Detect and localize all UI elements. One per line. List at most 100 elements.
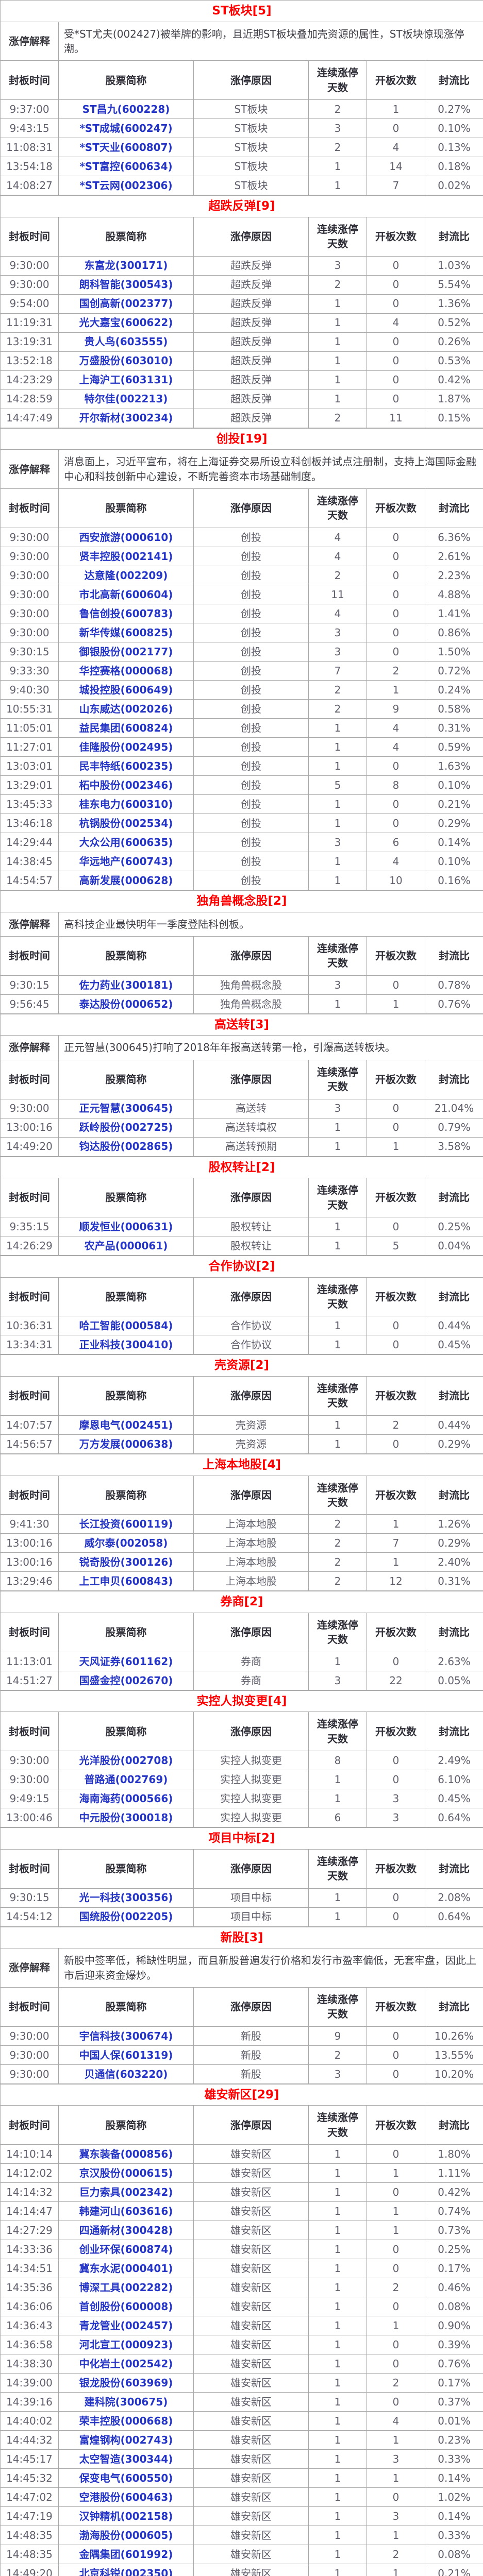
stock-link[interactable]: 长江投资(600119) — [79, 1518, 173, 1531]
stock-link[interactable]: *ST成城(600247) — [79, 122, 173, 135]
stock-link[interactable]: 摩恩电气(002451) — [79, 1418, 173, 1431]
stock-link[interactable]: 四通新材(300428) — [79, 2224, 173, 2237]
stock-link[interactable]: 冀东装备(000856) — [79, 2148, 173, 2161]
stock-link[interactable]: 宇信科技(300674) — [79, 2029, 173, 2042]
stock-link[interactable]: 高新发展(000628) — [79, 874, 173, 887]
stock-link[interactable]: *ST富控(600634) — [79, 160, 173, 173]
cell-reason: 股权转让 — [193, 1216, 309, 1236]
stock-link[interactable]: 汉钟精机(002158) — [79, 2510, 173, 2523]
stock-link[interactable]: 首创股份(600008) — [79, 2300, 173, 2313]
cell-open-count: 0 — [367, 1434, 425, 1454]
stock-link[interactable]: 国盛金控(002670) — [79, 1674, 173, 1687]
column-header-row: 封板时间 股票简称 涨停原因 连续涨停 天数 开板次数 封流比 — [0, 1277, 483, 1317]
stock-link[interactable]: 博深工具(002282) — [79, 2281, 173, 2294]
cell-seal-time: 14:12:02 — [0, 2163, 59, 2183]
stock-link[interactable]: 益民集团(600824) — [79, 721, 173, 734]
stock-link[interactable]: 建科院(300675) — [84, 2396, 168, 2409]
stock-link[interactable]: 钧达股份(002865) — [79, 1140, 173, 1153]
stock-link[interactable]: 光大嘉宝(600622) — [79, 316, 173, 329]
stock-link[interactable]: 太空智造(300344) — [79, 2453, 173, 2466]
col-header-reason: 涨停原因 — [193, 1277, 309, 1317]
cell-reason: 雄安新区 — [193, 2354, 309, 2374]
stock-link[interactable]: 桂东电力(600310) — [79, 798, 173, 810]
stock-link[interactable]: 国创高新(002377) — [79, 297, 173, 310]
stock-link[interactable]: *ST云网(002306) — [79, 179, 173, 192]
stock-link[interactable]: 新华传媒(600825) — [79, 626, 173, 639]
stock-link[interactable]: 御银股份(002177) — [79, 645, 173, 658]
cell-seal-ratio: 0.15% — [425, 408, 483, 428]
stock-link[interactable]: 冀东水泥(000401) — [79, 2262, 173, 2275]
stock-link[interactable]: 特尔佳(002213) — [84, 393, 168, 405]
stock-link[interactable]: 柘中股份(002346) — [79, 778, 173, 791]
stock-link[interactable]: 哈工智能(000584) — [79, 1319, 173, 1332]
stock-link[interactable]: 创业环保(600874) — [79, 2243, 173, 2256]
stock-link[interactable]: 银龙股份(603969) — [79, 2377, 173, 2389]
stock-link[interactable]: 锐奇股份(300126) — [79, 1556, 173, 1569]
col-header-name: 股票简称 — [58, 1059, 194, 1099]
stock-link[interactable]: 光洋股份(002708) — [79, 1754, 173, 1767]
stock-link[interactable]: 山东威达(002026) — [79, 702, 173, 715]
cell-open-count: 0 — [367, 275, 425, 295]
stock-link[interactable]: 中国人保(601319) — [79, 2048, 173, 2061]
stock-link[interactable]: 贝通信(603220) — [84, 2067, 168, 2080]
section-title: 雄安新区[29] — [204, 2088, 279, 2102]
stock-link[interactable]: 富煌钢构(002743) — [79, 2434, 173, 2447]
stock-link[interactable]: 朗科智能(300543) — [79, 278, 173, 291]
stock-link[interactable]: 北京科锐(002350) — [79, 2567, 173, 2576]
stock-link[interactable]: 大众公用(600635) — [79, 836, 173, 849]
stock-link[interactable]: ST昌九(600228) — [82, 103, 170, 116]
stock-link[interactable]: 跃岭股份(002725) — [79, 1121, 173, 1134]
col-header-ratio: 封流比 — [424, 1475, 483, 1515]
stock-link[interactable]: 金隅集团(601992) — [79, 2548, 173, 2561]
stock-link[interactable]: 泰达股份(000652) — [79, 997, 173, 1010]
stock-link[interactable]: 华远地产(600743) — [79, 855, 173, 868]
stock-link[interactable]: 达意隆(002209) — [84, 569, 168, 582]
stock-link[interactable]: 中元股份(300018) — [79, 1811, 173, 1824]
stock-link[interactable]: 威尔泰(002058) — [84, 1537, 168, 1550]
stock-link[interactable]: 佳隆股份(002495) — [79, 740, 173, 753]
stock-link[interactable]: 光一科技(300356) — [79, 1891, 173, 1904]
stock-link[interactable]: 荣丰控股(000668) — [79, 2415, 173, 2428]
section-title-cell: 独角兽概念股[2] — [0, 890, 483, 912]
stock-link[interactable]: 东富龙(300171) — [84, 259, 168, 272]
stock-link[interactable]: 渤海股份(000605) — [79, 2529, 173, 2542]
stock-link[interactable]: 民丰特纸(600235) — [79, 759, 173, 772]
stock-link[interactable]: 农产品(000061) — [84, 1239, 168, 1252]
stock-link[interactable]: 海南海药(000566) — [79, 1792, 173, 1805]
stock-link[interactable]: 正元智慧(300645) — [79, 1102, 173, 1115]
stock-link[interactable]: 巨力索具(002342) — [79, 2186, 173, 2199]
stock-link[interactable]: 市北高新(600604) — [79, 588, 173, 601]
stock-link[interactable]: 普路通(002769) — [84, 1773, 168, 1786]
stock-link[interactable]: 青龙管业(002457) — [79, 2319, 173, 2332]
stock-link[interactable]: 京汉股份(000615) — [79, 2167, 173, 2180]
stock-link[interactable]: 贤丰控股(002141) — [79, 550, 173, 563]
cell-open-count: 0 — [367, 641, 425, 662]
stock-link[interactable]: 河北宣工(000923) — [79, 2338, 173, 2351]
stock-link[interactable]: 万盛股份(603010) — [79, 354, 173, 367]
stock-link[interactable]: 顺发恒业(000631) — [79, 1220, 173, 1233]
stock-link[interactable]: 佐力药业(300181) — [79, 978, 173, 991]
col-header-days-line: 连续涨停 — [317, 1184, 358, 1197]
stock-link[interactable]: 贵人鸟(603555) — [84, 335, 168, 348]
stock-link[interactable]: *ST天业(600807) — [79, 141, 173, 154]
stock-link[interactable]: 保变电气(600550) — [79, 2472, 173, 2485]
stock-link[interactable]: 天风证券(601162) — [79, 1655, 173, 1668]
cell-consecutive-days: 1 — [308, 351, 367, 371]
stock-link[interactable]: 国统股份(002205) — [79, 1910, 173, 1923]
cell-seal-time: 14:38:30 — [0, 2354, 59, 2374]
stock-link[interactable]: 开尔新材(300234) — [79, 412, 173, 425]
stock-link[interactable]: 华控赛格(000068) — [79, 664, 173, 677]
stock-link[interactable]: 中化岩土(002542) — [79, 2358, 173, 2370]
cell-open-count: 2 — [367, 2373, 425, 2393]
stock-link[interactable]: 空港股份(600463) — [79, 2491, 173, 2504]
stock-link[interactable]: 万方发展(000638) — [79, 1437, 173, 1450]
table-row: 14:39:00 银龙股份(603969) 雄安新区 1 2 0.17% — [0, 2373, 483, 2393]
stock-link[interactable]: 鲁信创投(600783) — [79, 607, 173, 620]
stock-link[interactable]: 杭锅股份(002534) — [79, 817, 173, 829]
stock-link[interactable]: 上工申贝(600843) — [79, 1575, 173, 1588]
stock-link[interactable]: 韩建河山(603616) — [79, 2205, 173, 2218]
stock-link[interactable]: 城投控股(600649) — [79, 683, 173, 696]
stock-link[interactable]: 上海沪工(603131) — [79, 374, 173, 386]
stock-link[interactable]: 正业科技(300410) — [79, 1338, 173, 1351]
stock-link[interactable]: 西安旅游(000610) — [79, 531, 173, 544]
